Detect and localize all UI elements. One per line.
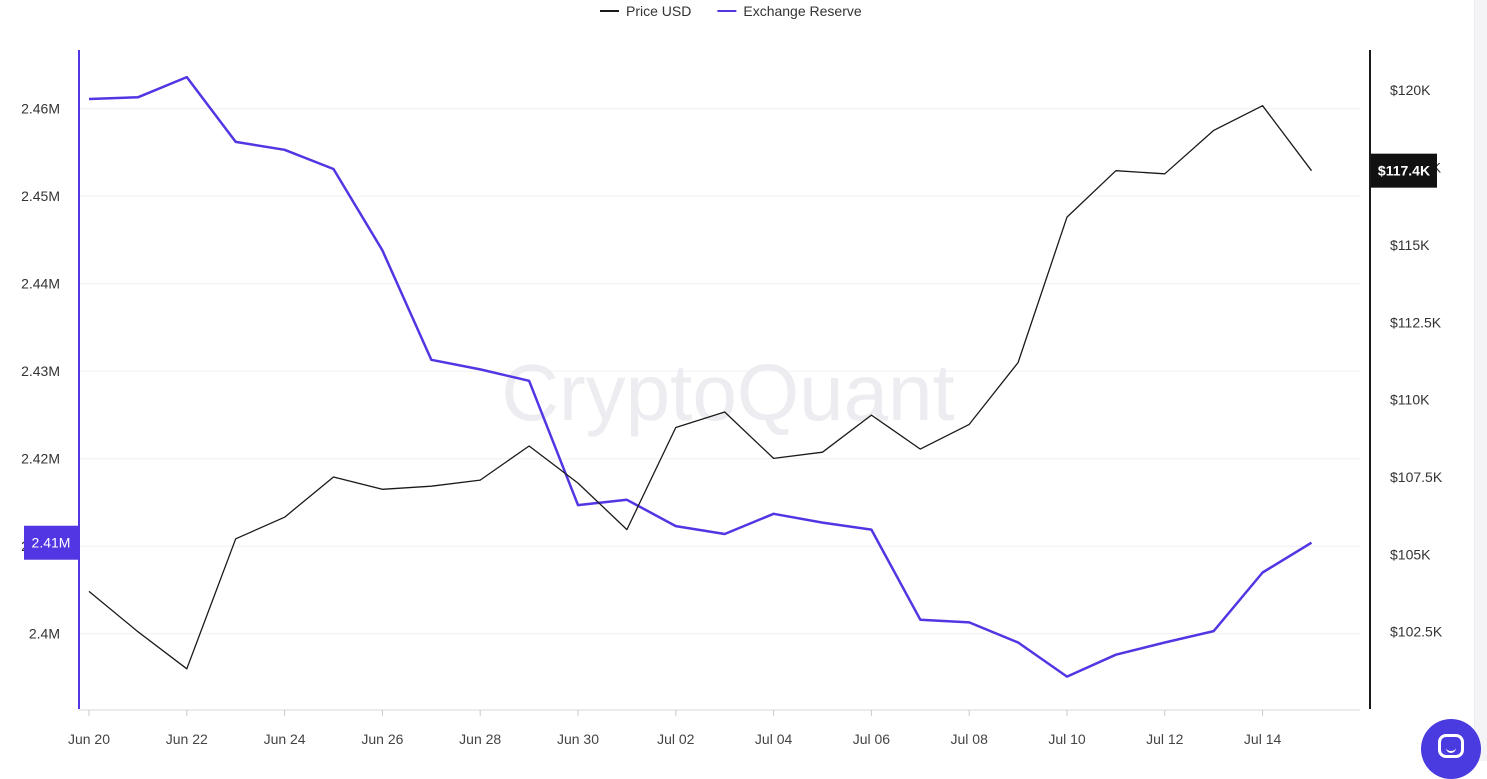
right-axis-value-badge: [1371, 153, 1437, 188]
legend[interactable]: Price USD Exchange Reserve: [600, 3, 862, 19]
series: [88, 75, 1313, 678]
exchange-reserve-line: [88, 75, 1313, 678]
x-axis-tick: Jun 22: [166, 731, 208, 747]
right-axis-tick: $110K: [1390, 392, 1430, 408]
x-axis-tick: Jul 08: [951, 731, 989, 747]
x-axis-tick: Jun 26: [361, 731, 403, 747]
x-axis-tick: Jun 30: [557, 731, 599, 747]
price-usd-line: [88, 105, 1313, 670]
left-axis-tick: 2.4M: [29, 626, 60, 642]
x-axis-tick: Jun 28: [459, 731, 501, 747]
right-axis-value-badge-label: $117.4K: [1378, 163, 1430, 179]
x-axis-tick: Jul 10: [1048, 731, 1086, 747]
chart: CryptoQuant Price USD Exchange Reserve 2.…: [21, 3, 1443, 747]
axis-badges: 2.41M $117.4K: [24, 153, 1437, 560]
right-axis-tick: $115K: [1390, 237, 1430, 253]
right-axis-tick: $112.5K: [1390, 314, 1442, 330]
legend-item[interactable]: Exchange Reserve: [717, 3, 862, 19]
left-axis-tick: 2.43M: [21, 363, 60, 379]
x-axis-tick: Jul 12: [1146, 731, 1184, 747]
watermark: CryptoQuant: [501, 348, 955, 437]
legend-label: Exchange Reserve: [743, 3, 862, 19]
right-axis-tick: $105K: [1390, 546, 1431, 562]
x-axis-tick: Jul 04: [755, 731, 793, 747]
x-axis-tick: Jul 02: [657, 731, 695, 747]
x-axis-tick: Jun 24: [264, 731, 306, 747]
x-axis-tick: Jul 14: [1244, 731, 1282, 747]
chat-bubble-icon: [1438, 734, 1464, 758]
legend-label: Price USD: [626, 3, 691, 19]
right-axis-tick: $102.5K: [1390, 624, 1443, 640]
scrollbar[interactable]: [1474, 0, 1487, 761]
chat-button[interactable]: [1421, 719, 1481, 779]
right-axis-tick: $120K: [1390, 82, 1431, 98]
legend-item[interactable]: Price USD: [600, 3, 691, 19]
left-axis-value-badge-label: 2.41M: [32, 535, 71, 551]
left-axis-tick: 2.45M: [21, 188, 60, 204]
gridlines: [79, 108, 1360, 635]
left-axis-tick: 2.42M: [21, 451, 60, 467]
left-axis-value-badge: [24, 525, 79, 560]
left-axis-tick: 2.44M: [21, 276, 60, 292]
x-axis-tick: Jul 06: [853, 731, 891, 747]
x-axis-tick: Jun 20: [68, 731, 110, 747]
right-axis-tick: $107.5K: [1390, 469, 1443, 485]
left-axis-tick: 2.46M: [21, 101, 60, 117]
